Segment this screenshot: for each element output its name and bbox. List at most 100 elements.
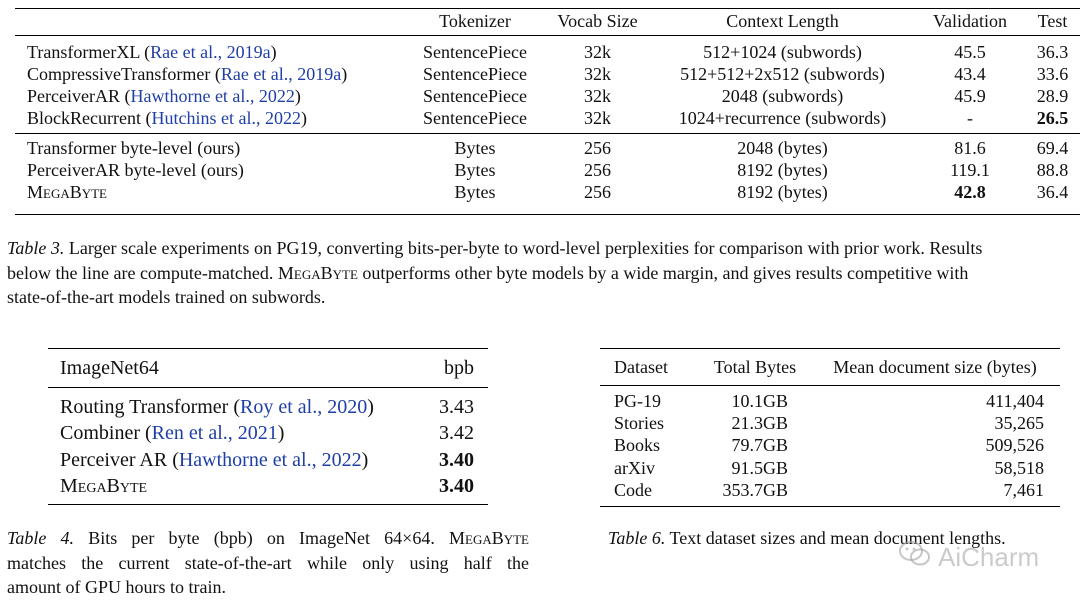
table3: Tokenizer Vocab Size Context Length Vali… xyxy=(15,8,1080,204)
mean-size-cell: 7,461 xyxy=(810,479,1060,508)
table4: ImageNet64 bpb Routing Transformer (Roy … xyxy=(48,348,488,505)
vocab-cell: 32k xyxy=(584,63,611,84)
citation-link[interactable]: Hutchins et al., 2022 xyxy=(151,108,301,128)
table6: Dataset Total Bytes Mean document size (… xyxy=(600,348,1060,508)
mean-size-cell: 58,518 xyxy=(994,457,1045,478)
table3-header-row: Tokenizer Vocab Size Context Length Vali… xyxy=(15,8,1080,36)
table3-bottom-rule xyxy=(15,214,1080,215)
table3-top-rule xyxy=(15,8,1080,9)
bytes-cell: 10.1GB xyxy=(731,390,788,411)
model-name: PerceiverAR byte-level (ours) xyxy=(27,159,244,180)
mean-size-cell: 35,265 xyxy=(994,412,1045,433)
table-row: PerceiverAR (Hawthorne et al., 2022) Sen… xyxy=(15,86,1080,109)
table3-header-model xyxy=(15,8,405,36)
mean-size-cell: 509,526 xyxy=(985,435,1045,456)
table-row: MegaByte 3.40 xyxy=(48,473,488,505)
bytes-cell: 79.7GB xyxy=(731,435,788,456)
test-cell-best: 26.5 xyxy=(1036,108,1069,128)
bpb-cell-best: 3.40 xyxy=(418,473,488,505)
mean-size-cell: 411,404 xyxy=(986,390,1044,411)
context-cell: 2048 (bytes) xyxy=(737,138,828,158)
table6-caption: Table 6. Text dataset sizes and mean doc… xyxy=(608,528,1006,548)
table-row: arXiv 91.5GB 58,518 xyxy=(600,457,1060,479)
table6-header-dataset: Dataset xyxy=(600,348,700,386)
table-row: Perceiver AR (Hawthorne et al., 2022) 3.… xyxy=(48,447,488,474)
context-cell: 8192 (bytes) xyxy=(737,182,828,203)
table-row: PerceiverAR byte-level (ours) Bytes 256 … xyxy=(15,159,1080,182)
context-cell: 512+1024 (subwords) xyxy=(703,42,862,62)
validation-cell: 43.4 xyxy=(954,63,986,84)
bpb-cell-best: 3.40 xyxy=(439,448,474,471)
validation-cell: 119.1 xyxy=(950,159,990,180)
test-cell: 28.9 xyxy=(1036,86,1069,107)
citation-link[interactable]: Roy et al., 2020 xyxy=(240,395,368,418)
model-name: Routing Transformer (Roy et al., 2020) xyxy=(60,395,374,418)
model-name: MegaByte xyxy=(27,182,107,203)
dataset-cell: Code xyxy=(600,479,700,508)
bpb-cell: 3.42 xyxy=(439,422,474,445)
table3-header-context: Context Length xyxy=(726,11,839,31)
model-name: Combiner (Ren et al., 2021) xyxy=(60,422,285,445)
test-cell: 88.8 xyxy=(1036,159,1069,180)
vocab-cell: 32k xyxy=(584,86,611,107)
citation-link[interactable]: Rae et al., 2019a xyxy=(150,42,271,62)
validation-cell: - xyxy=(967,108,973,128)
table4-header-dataset: ImageNet64 xyxy=(48,348,418,388)
bpb-cell: 3.43 xyxy=(439,395,474,418)
validation-cell: 45.9 xyxy=(954,86,986,107)
tokenizer-cell: Bytes xyxy=(454,159,496,180)
table-row: PG-19 10.1GB 411,404 xyxy=(600,386,1060,413)
dataset-cell: arXiv xyxy=(614,457,655,478)
citation-link[interactable]: Hawthorne et al., 2022 xyxy=(130,86,295,107)
model-name: MegaByte xyxy=(48,473,418,505)
bytes-cell: 91.5GB xyxy=(731,457,788,478)
context-cell: 1024+recurrence (subwords) xyxy=(678,108,887,128)
tokenizer-cell: Bytes xyxy=(454,182,496,203)
wechat-icon xyxy=(898,540,932,575)
table4-caption: Table 4. Bits per byte (bpb) on ImageNet… xyxy=(7,528,529,597)
context-cell: 2048 (subwords) xyxy=(721,86,844,107)
table3-header-validation: Validation xyxy=(933,11,1007,31)
table6-header-mean-size: Mean document size (bytes) xyxy=(810,348,1060,386)
watermark-text: AiCharm xyxy=(938,542,1040,572)
context-cell: 8192 (bytes) xyxy=(737,159,828,180)
vocab-cell: 32k xyxy=(584,108,611,128)
bytes-cell: 353.7GB xyxy=(700,479,810,508)
table-row: MegaByte Bytes 256 8192 (bytes) 42.8 36.… xyxy=(15,182,1080,205)
model-name: CompressiveTransformer (Rae et al., 2019… xyxy=(27,63,348,84)
dataset-cell: Stories xyxy=(614,412,665,433)
table-row: Books 79.7GB 509,526 xyxy=(600,435,1060,457)
tokenizer-cell: Bytes xyxy=(454,138,496,158)
table-row: CompressiveTransformer (Rae et al., 2019… xyxy=(15,63,1080,86)
table-row: TransformerXL (Rae et al., 2019a) Senten… xyxy=(15,36,1080,64)
test-cell: 36.4 xyxy=(1036,182,1069,203)
dataset-cell: Books xyxy=(614,435,661,456)
table3-header-vocab: Vocab Size xyxy=(557,11,638,31)
model-name: TransformerXL (Rae et al., 2019a) xyxy=(27,42,277,62)
vocab-cell: 256 xyxy=(584,138,611,158)
test-cell: 33.6 xyxy=(1036,63,1069,84)
table-row: Combiner (Ren et al., 2021) 3.42 xyxy=(48,421,488,448)
table4-header-bpb: bpb xyxy=(418,348,488,388)
table3-caption: Table 3. Larger scale experiments on PG1… xyxy=(7,238,983,307)
context-cell: 512+512+2x512 (subwords) xyxy=(680,63,885,84)
model-name: Perceiver AR (Hawthorne et al., 2022) xyxy=(60,448,369,471)
table-row: Routing Transformer (Roy et al., 2020) 3… xyxy=(48,388,488,421)
watermark: AiCharm xyxy=(898,540,1039,575)
tokenizer-cell: SentencePiece xyxy=(423,63,527,84)
tokenizer-cell: SentencePiece xyxy=(423,108,527,128)
table6-header-total-bytes: Total Bytes xyxy=(700,348,810,386)
table-row: Code 353.7GB 7,461 xyxy=(600,479,1060,508)
citation-link[interactable]: Hawthorne et al., 2022 xyxy=(178,448,362,471)
table3-header-test: Test xyxy=(1037,11,1068,31)
validation-cell: 81.6 xyxy=(954,138,986,158)
citation-link[interactable]: Ren et al., 2021 xyxy=(151,422,278,445)
vocab-cell: 256 xyxy=(584,182,611,203)
table-row: BlockRecurrent (Hutchins et al., 2022) S… xyxy=(15,108,1080,134)
table4-header-row: ImageNet64 bpb xyxy=(48,348,488,388)
table-row: Transformer byte-level (ours) Bytes 256 … xyxy=(15,133,1080,160)
table6-header-row: Dataset Total Bytes Mean document size (… xyxy=(600,348,1060,386)
validation-cell: 45.5 xyxy=(954,42,986,62)
citation-link[interactable]: Rae et al., 2019a xyxy=(220,63,342,84)
model-name: BlockRecurrent (Hutchins et al., 2022) xyxy=(27,108,307,128)
